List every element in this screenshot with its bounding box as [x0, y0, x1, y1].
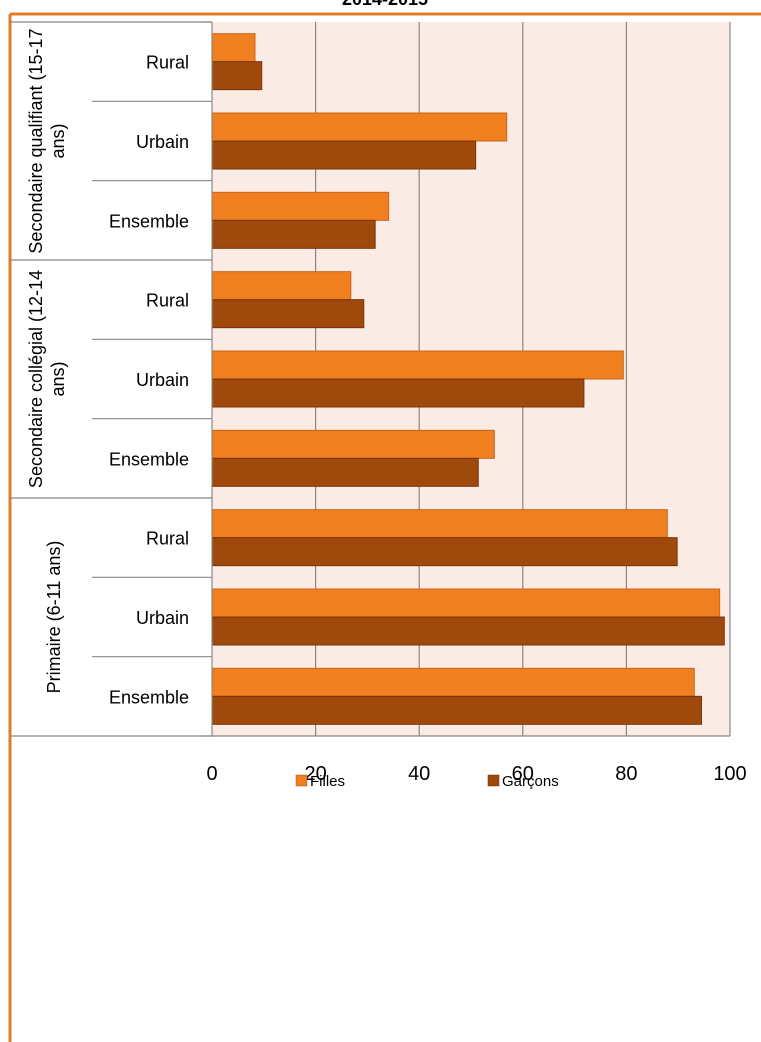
bar-filles — [211, 429, 495, 459]
legend-label-garcons: Garçons — [502, 773, 559, 790]
bar-garcons — [211, 61, 263, 91]
bar-garcons — [211, 219, 376, 249]
x-tick-label: 20 — [304, 763, 326, 785]
group-labels: Secondaire qualifiant (15-17 ans) Secondai… — [26, 28, 68, 693]
bar-filles — [211, 271, 352, 301]
category-label: Rural — [146, 529, 189, 549]
category-label: Ensemble — [109, 687, 189, 707]
bar-filles — [211, 588, 721, 618]
x-tick-label: 60 — [512, 763, 534, 785]
x-tick-label: 40 — [408, 763, 430, 785]
category-label: Urbain — [136, 132, 189, 152]
bar-garcons — [211, 616, 725, 646]
category-label: Urbain — [136, 608, 189, 628]
legend: Filles Garçons — [295, 773, 559, 790]
chart-title: 2014-2015 — [342, 0, 428, 9]
bar-garcons — [211, 457, 479, 487]
x-axis-ticks: 0 20 40 60 80 100 — [206, 763, 746, 785]
category-label: Ensemble — [109, 211, 189, 231]
bar-garcons — [211, 695, 703, 725]
bar-filles — [211, 191, 390, 221]
x-tick-label: 0 — [206, 763, 217, 785]
category-label: Urbain — [136, 370, 189, 390]
bar-filles — [211, 350, 624, 380]
category-label: Ensemble — [109, 449, 189, 469]
bars — [211, 33, 725, 725]
group-label: Primaire (6-11 ans) — [44, 541, 64, 694]
x-tick-label: 100 — [713, 763, 746, 785]
category-label: Rural — [146, 291, 189, 311]
bar-filles — [211, 509, 668, 539]
bar-garcons — [211, 140, 477, 170]
axis-frame — [10, 21, 730, 737]
category-label: Rural — [146, 53, 189, 73]
bar-filles — [211, 667, 695, 697]
legend-label-filles: Filles — [310, 773, 345, 790]
bar-garcons — [211, 378, 585, 408]
bar-garcons — [211, 537, 678, 567]
legend-swatch-filles — [295, 774, 308, 787]
x-tick-label: 80 — [615, 763, 637, 785]
bar-garcons — [211, 299, 365, 329]
category-labels: Rural Urbain Ensemble Rural Urbain Ensemble Ru… — [109, 53, 189, 708]
legend-swatch-garcons — [487, 774, 500, 787]
bar-filles — [211, 112, 508, 142]
group-label: Secondaire collégial (12-14 ans) — [26, 270, 68, 488]
bar-filles — [211, 33, 256, 63]
group-label: Secondaire qualifiant (15-17 ans) — [26, 28, 68, 253]
